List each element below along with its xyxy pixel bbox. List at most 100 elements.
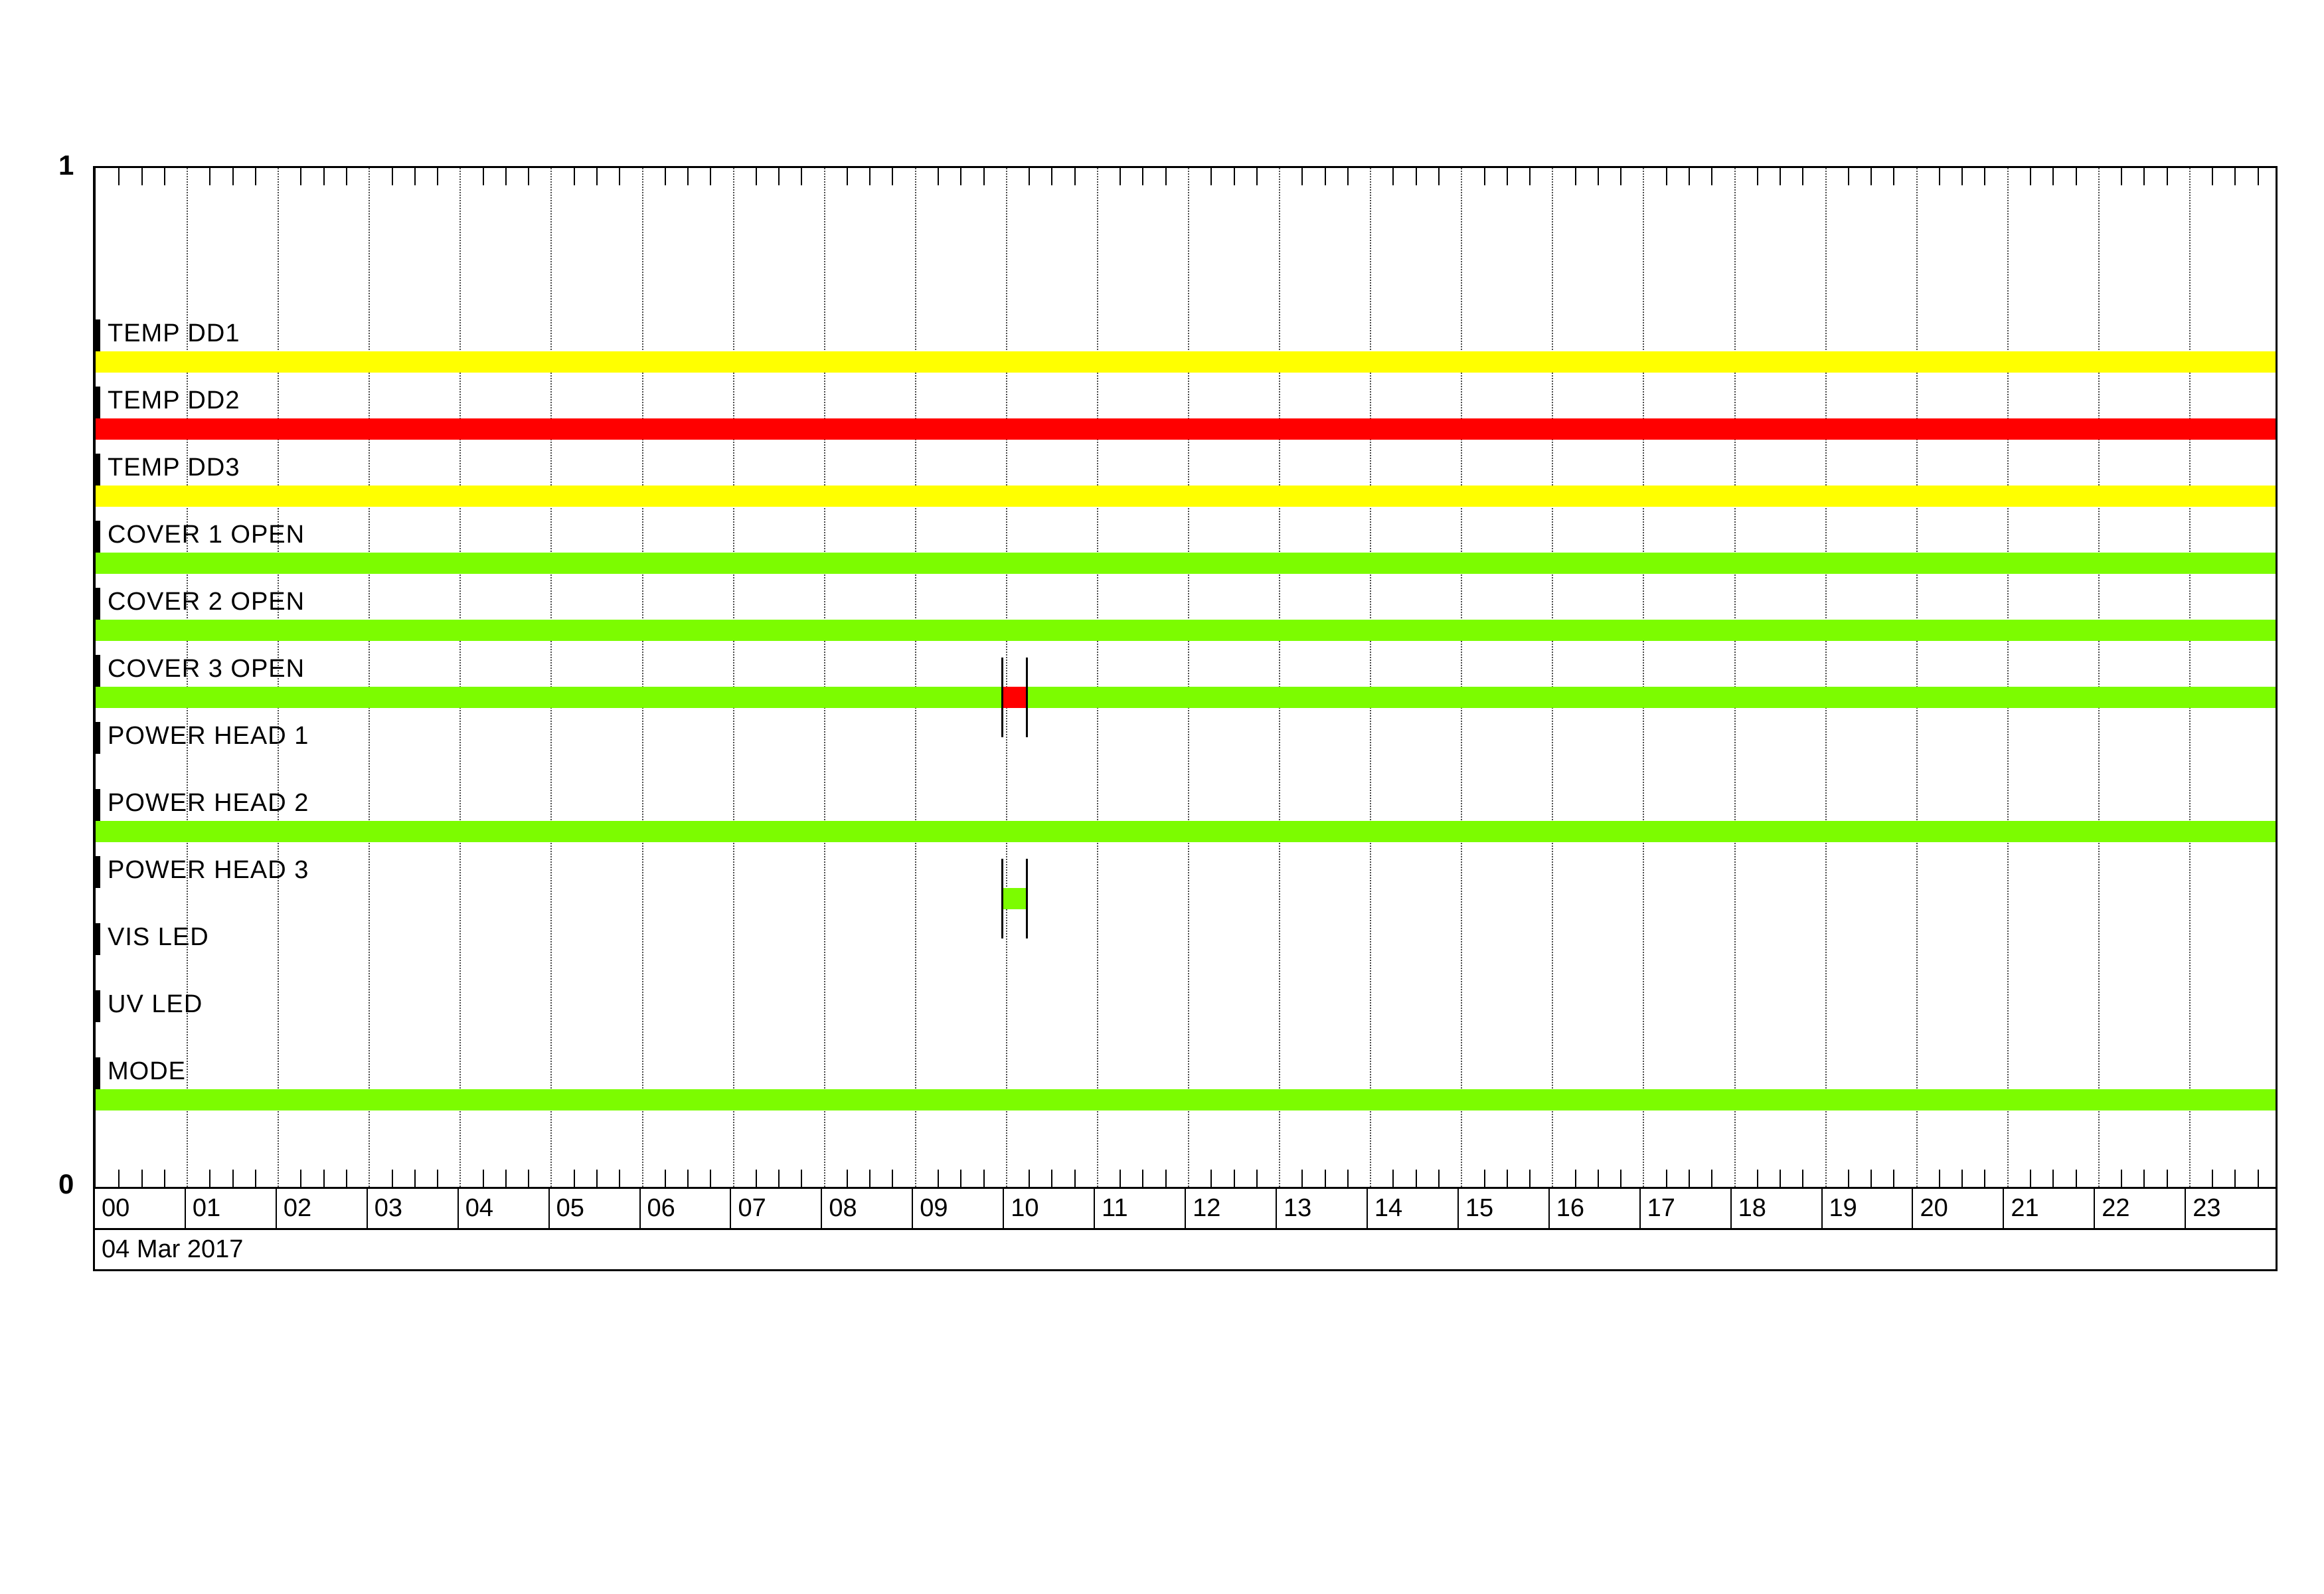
minor-tick-top (1438, 168, 1440, 185)
minor-tick-top (2121, 168, 2123, 185)
minor-tick-top (254, 168, 256, 185)
channel-row[interactable]: COVER 1 OPEN (96, 521, 2276, 588)
channel-row[interactable]: MODE (96, 1057, 2276, 1124)
minor-tick-top (801, 168, 803, 185)
minor-tick-bottom (232, 1170, 234, 1187)
minor-tick-top (1392, 168, 1394, 185)
minor-tick-top (1120, 168, 1121, 185)
minor-tick-top (2212, 168, 2214, 185)
hour-label: 20 (1913, 1189, 2005, 1228)
channel-status-bar[interactable] (96, 553, 2276, 574)
channel-row[interactable]: TEMP DD3 (96, 454, 2276, 521)
minor-tick-bottom (118, 1170, 120, 1187)
hour-label: 16 (1550, 1189, 1641, 1228)
minor-tick-bottom (1529, 1170, 1531, 1187)
hour-gridline (823, 168, 825, 1187)
minor-tick-top (209, 168, 211, 185)
channel-status-bar[interactable] (96, 620, 2276, 641)
minor-tick-top (1415, 168, 1417, 185)
channel-label: TEMP DD1 (108, 319, 240, 347)
channel-status-bar[interactable] (96, 351, 2276, 373)
minor-tick-bottom (801, 1170, 803, 1187)
channel-axis-tick (96, 454, 100, 486)
channel-axis-tick (96, 856, 100, 888)
channel-row[interactable]: COVER 2 OPEN (96, 588, 2276, 655)
hour-label: 05 (550, 1189, 641, 1228)
minor-tick-top (1847, 168, 1849, 185)
channel-status-bar[interactable] (96, 1089, 2276, 1110)
minor-tick-bottom (1142, 1170, 1144, 1187)
minor-tick-top (846, 168, 848, 185)
minor-tick-top (1665, 168, 1667, 185)
channel-row[interactable]: TEMP DD2 (96, 387, 2276, 454)
minor-tick-bottom (1756, 1170, 1758, 1187)
minor-tick-top (1506, 168, 1508, 185)
minor-tick-top (437, 168, 439, 185)
hour-gridline (1096, 168, 1098, 1187)
minor-tick-top (163, 168, 165, 185)
event-guide-line (1025, 658, 1028, 737)
minor-tick-bottom (2234, 1170, 2236, 1187)
plot-area: TEMP DD1 TEMP DD2 TEMP DD3 COVER 1 OPEN COVE… (93, 166, 2278, 1189)
minor-tick-top (2143, 168, 2145, 185)
channel-row[interactable]: COVER 3 OPEN (96, 655, 2276, 737)
channel-status-bar[interactable] (96, 486, 2276, 507)
minor-tick-bottom (2030, 1170, 2032, 1187)
hour-gridline (2098, 168, 2100, 1187)
hour-label: 04 (459, 1189, 550, 1228)
minor-tick-bottom (2212, 1170, 2214, 1187)
minor-tick-bottom (323, 1170, 325, 1187)
hour-label: 18 (1732, 1189, 1823, 1228)
minor-tick-top (664, 168, 666, 185)
minor-tick-top (892, 168, 894, 185)
channel-axis-tick (96, 521, 100, 553)
minor-tick-top (2234, 168, 2236, 185)
minor-tick-top (345, 168, 347, 185)
minor-tick-top (1165, 168, 1167, 185)
minor-tick-top (1529, 168, 1531, 185)
minor-tick-bottom (2121, 1170, 2123, 1187)
channel-event-block[interactable] (1001, 687, 1026, 708)
minor-tick-bottom (141, 1170, 143, 1187)
channel-row[interactable]: UV LED (96, 990, 2276, 1057)
y-axis-label-max: 1 (58, 149, 74, 181)
minor-tick-bottom (960, 1170, 962, 1187)
minor-tick-top (938, 168, 940, 185)
minor-tick-bottom (437, 1170, 439, 1187)
minor-tick-top (1074, 168, 1076, 185)
minor-tick-top (1870, 168, 1872, 185)
minor-tick-bottom (528, 1170, 530, 1187)
channel-row[interactable]: POWER HEAD 3 (96, 856, 2276, 938)
channel-status-bar[interactable] (96, 687, 2276, 708)
channel-label: MODE (108, 1057, 186, 1085)
channel-label: COVER 3 OPEN (108, 655, 305, 683)
hour-gridline (914, 168, 916, 1187)
hour-gridline (1279, 168, 1281, 1187)
hour-label: 22 (2095, 1189, 2187, 1228)
hour-gridline (1370, 168, 1372, 1187)
minor-tick-top (1233, 168, 1235, 185)
channel-row[interactable]: POWER HEAD 1 (96, 722, 2276, 789)
channel-row[interactable]: POWER HEAD 2 (96, 789, 2276, 856)
hour-gridline (1461, 168, 1463, 1187)
hour-label: 23 (2193, 1194, 2221, 1222)
event-guide-line (1001, 859, 1003, 938)
minor-tick-top (118, 168, 120, 185)
minor-tick-bottom (1870, 1170, 1872, 1187)
channel-status-bar[interactable] (96, 821, 2276, 842)
channel-row[interactable]: TEMP DD1 (96, 319, 2276, 387)
minor-tick-top (1961, 168, 1963, 185)
channel-status-bar[interactable] (96, 418, 2276, 440)
channel-row[interactable]: VIS LED (96, 923, 2276, 990)
channel-label: COVER 1 OPEN (108, 521, 305, 549)
channel-axis-tick (96, 789, 100, 821)
channel-axis-tick (96, 387, 100, 418)
minor-tick-bottom (1711, 1170, 1713, 1187)
channel-event-block[interactable] (1001, 888, 1026, 909)
channel-label: POWER HEAD 1 (108, 722, 309, 750)
minor-tick-top (2030, 168, 2032, 185)
minor-tick-bottom (1301, 1170, 1303, 1187)
hour-gridline (2007, 168, 2009, 1187)
minor-tick-top (2052, 168, 2054, 185)
hour-gridline (1005, 168, 1007, 1187)
